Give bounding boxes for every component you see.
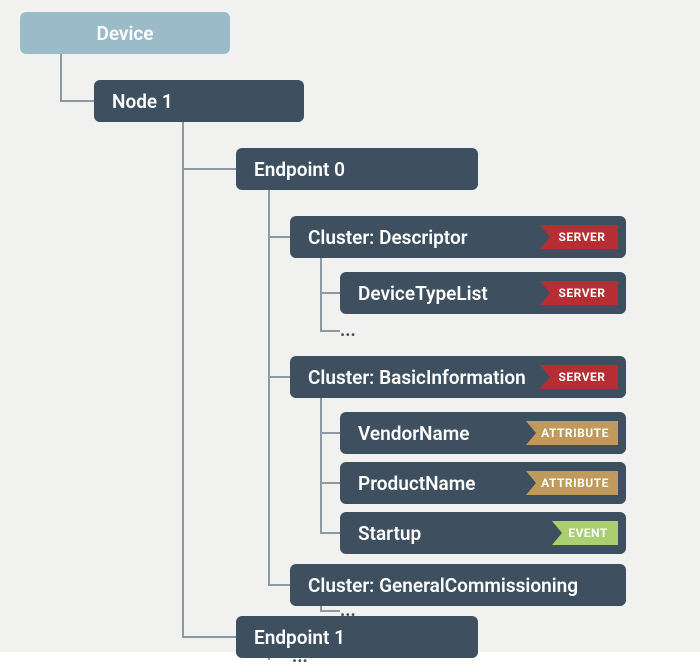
node-node1: Node 1	[94, 80, 304, 122]
node-label: Device	[96, 22, 153, 45]
node-label: Endpoint 0	[254, 158, 345, 181]
node-label: DeviceTypeList	[358, 282, 488, 305]
node-label: Cluster: GeneralCommissioning	[308, 574, 578, 597]
connector-v	[320, 258, 322, 332]
ellipsis: ...	[340, 600, 356, 621]
node-label: Node 1	[112, 90, 173, 113]
connector-h	[320, 432, 342, 434]
node-device: Device	[20, 12, 230, 54]
badge-label: ATTRIBUTE	[526, 476, 618, 490]
ellipsis: ...	[340, 320, 356, 341]
connector-h	[320, 610, 340, 612]
connector-h	[60, 100, 96, 102]
node-ep0: Endpoint 0	[236, 148, 478, 190]
connector-h	[320, 292, 342, 294]
connector-v	[320, 398, 322, 534]
badge-label: EVENT	[552, 526, 618, 540]
connector-v	[182, 122, 184, 638]
badge-event: EVENT	[552, 521, 618, 545]
badge-label: SERVER	[540, 286, 618, 300]
badge-label: SERVER	[540, 370, 618, 384]
badge-server: SERVER	[540, 365, 618, 389]
connector-h	[268, 376, 292, 378]
badge-label: ATTRIBUTE	[526, 426, 618, 440]
badge-attribute: ATTRIBUTE	[526, 471, 618, 495]
connector-h	[320, 482, 342, 484]
badge-server: SERVER	[540, 281, 618, 305]
connector-h	[268, 236, 292, 238]
connector-v	[60, 54, 62, 102]
node-label: ProductName	[358, 472, 476, 495]
badge-server: SERVER	[540, 225, 618, 249]
badge-attribute: ATTRIBUTE	[526, 421, 618, 445]
connector-h	[320, 532, 342, 534]
connector-h	[182, 636, 238, 638]
connector-h	[320, 330, 340, 332]
badge-label: SERVER	[540, 230, 618, 244]
node-label: Cluster: Descriptor	[308, 226, 468, 249]
node-label: Startup	[358, 522, 421, 545]
tree-diagram: Device Node 1 Endpoint 0 Cluster: Descripto…	[0, 0, 700, 652]
connector-h	[268, 584, 292, 586]
connector-h	[182, 168, 238, 170]
connector-v	[268, 190, 270, 586]
ellipsis: ...	[292, 646, 308, 667]
node-label: Cluster: BasicInformation	[308, 366, 526, 389]
node-label: VendorName	[358, 422, 469, 445]
